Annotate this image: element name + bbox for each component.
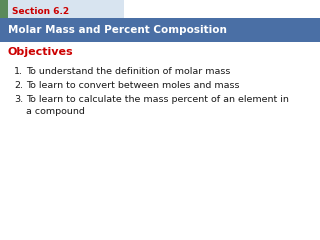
- Text: Section 6.2: Section 6.2: [12, 7, 69, 17]
- Bar: [0, 0, 8, 18]
- Text: Objectives: Objectives: [8, 47, 74, 57]
- Text: 3.: 3.: [14, 95, 23, 104]
- Bar: [0, 18, 320, 42]
- Text: Molar Mass and Percent Composition: Molar Mass and Percent Composition: [8, 25, 227, 35]
- FancyBboxPatch shape: [0, 0, 124, 20]
- Text: 2.: 2.: [14, 81, 23, 90]
- Text: a compound: a compound: [26, 107, 85, 116]
- Text: To understand the definition of molar mass: To understand the definition of molar ma…: [26, 67, 230, 76]
- Text: To learn to calculate the mass percent of an element in: To learn to calculate the mass percent o…: [26, 95, 289, 104]
- Text: 1.: 1.: [14, 67, 23, 76]
- Text: To learn to convert between moles and mass: To learn to convert between moles and ma…: [26, 81, 239, 90]
